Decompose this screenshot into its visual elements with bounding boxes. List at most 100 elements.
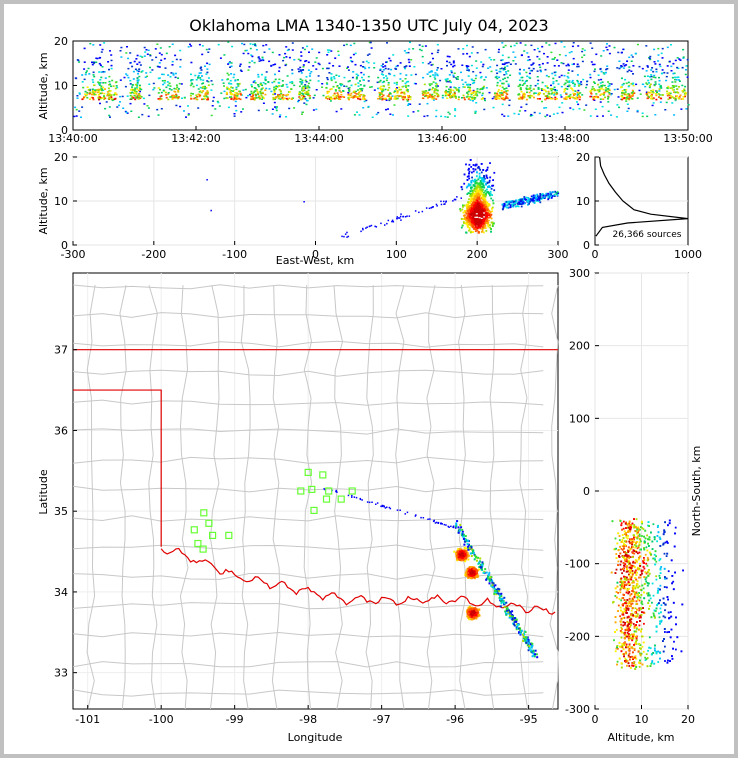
source-point [475,191,477,194]
source-point [404,216,407,218]
source-point [487,217,490,219]
source-point [138,75,141,78]
source-point [595,53,598,56]
source-point [491,184,494,187]
source-point [467,183,470,186]
source-point [468,212,471,215]
source-point [285,94,288,96]
source-point [484,76,487,78]
source-point [245,49,248,52]
altitude-time-ylabel: Altitude, km [37,52,50,119]
source-point [667,85,670,88]
source-point [576,94,579,97]
source-point [380,65,383,67]
source-point [359,88,362,90]
source-point [462,214,465,217]
source-point [467,202,470,205]
source-point [650,95,653,97]
source-point [421,62,424,64]
source-point [483,195,486,198]
source-point [240,70,243,72]
source-point [391,220,393,223]
source-point [450,81,452,84]
source-point [670,44,672,46]
source-point [479,208,482,211]
source-point [554,89,557,91]
source-point [217,101,220,104]
source-point [95,61,98,63]
source-point [525,196,528,199]
source-point [643,75,646,78]
source-point [626,95,629,98]
source-point [167,92,170,94]
source-point [553,94,556,96]
source-point [104,97,107,100]
source-point [678,86,680,88]
source-point [487,221,489,224]
source-point [253,87,256,89]
source-point [456,78,459,80]
source-point [682,56,685,58]
source-point [106,91,109,93]
source-point [104,107,107,110]
source-point [520,199,523,202]
source-point [95,57,98,59]
source-point [405,89,408,92]
source-point [523,50,526,52]
source-point [553,193,556,196]
source-point [466,84,469,86]
source-point [496,84,499,87]
source-point [482,179,485,182]
source-point [108,92,111,95]
source-point [450,70,453,72]
source-point [229,66,232,68]
source-point [533,202,536,204]
source-point [545,42,548,44]
source-point [379,96,382,99]
source-point [448,93,451,96]
source-point [472,204,475,207]
source-point [204,97,206,100]
source-point [466,67,469,70]
source-point [665,75,668,78]
source-point [262,44,265,47]
source-point [456,556,459,559]
source-point [559,94,562,96]
source-point [141,56,144,58]
source-point [484,189,487,192]
source-point [466,209,469,212]
source-point [496,97,499,99]
source-point [483,206,486,208]
source-point [470,198,473,201]
source-point [629,95,632,98]
source-point [481,230,484,232]
source-point [482,178,485,180]
source-point [230,62,233,64]
source-point [673,114,676,116]
source-point [483,204,486,206]
source-point [543,196,546,198]
source-point [92,81,95,83]
source-point [476,221,479,223]
source-point [164,79,166,82]
source-point [471,225,474,228]
source-point [469,219,471,222]
source-point [429,94,431,97]
source-point [589,90,592,93]
source-point [204,65,206,67]
source-point [680,98,683,100]
source-point [248,66,251,68]
source-point [253,80,256,82]
county-line [365,285,374,710]
source-point [573,63,575,65]
source-point [480,163,483,165]
source-point [100,85,103,87]
source-point [481,204,484,207]
source-point [616,104,619,106]
source-point [330,76,333,79]
source-point [278,82,281,84]
source-point [334,57,337,59]
source-point [539,69,542,72]
source-point [205,87,208,89]
